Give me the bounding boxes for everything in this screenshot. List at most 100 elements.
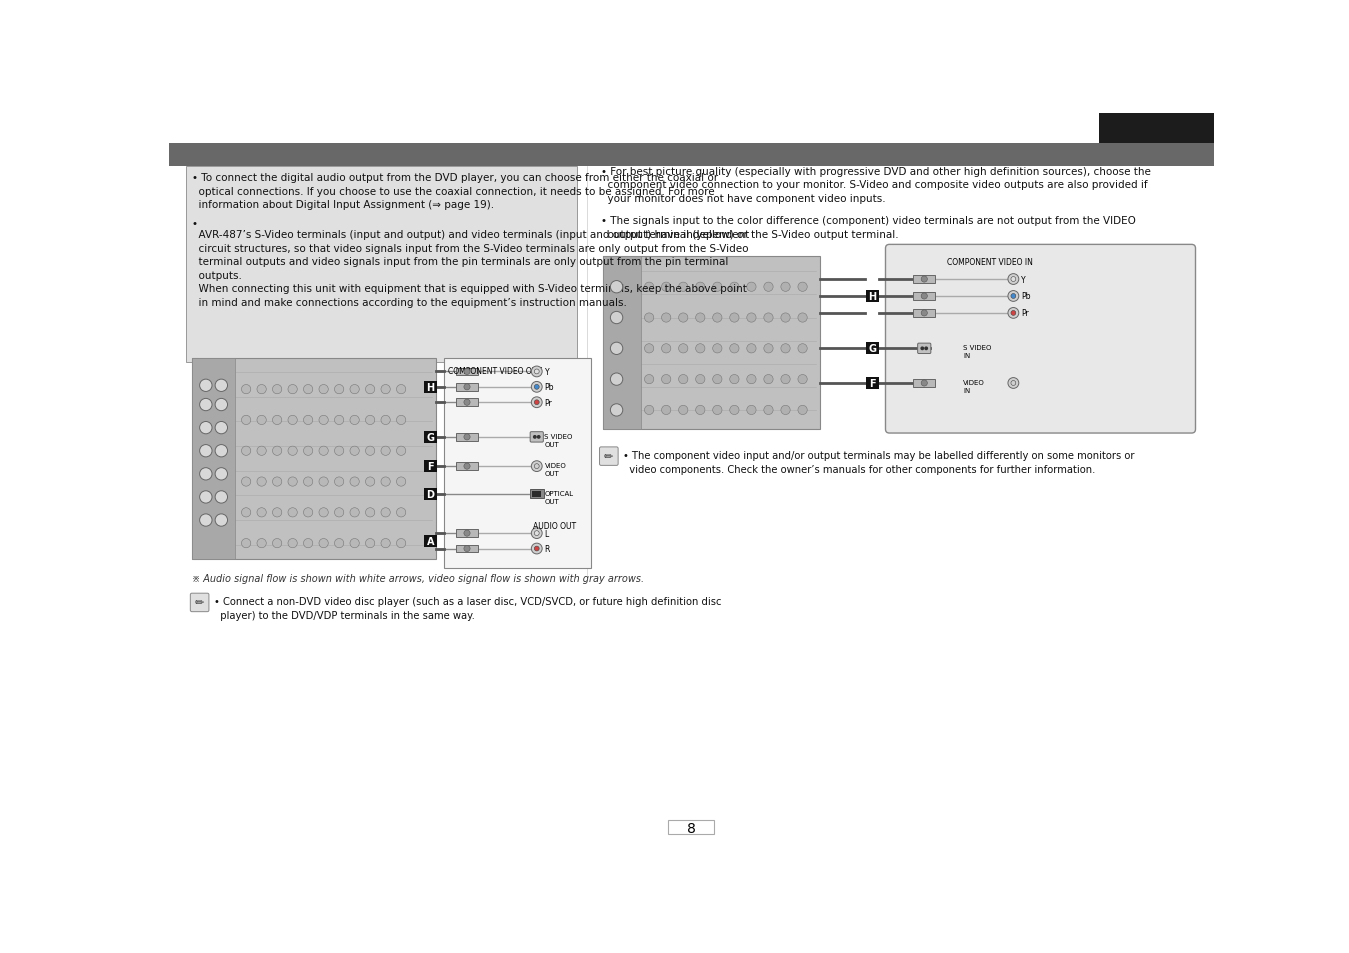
Text: • The signals input to the color difference (component) video terminals are not : • The signals input to the color differe… [602, 216, 1136, 239]
Text: VIDEO
OUT: VIDEO OUT [545, 463, 567, 476]
Circle shape [661, 314, 670, 323]
Circle shape [349, 539, 359, 548]
Circle shape [764, 283, 773, 292]
Circle shape [214, 399, 228, 412]
Circle shape [532, 367, 542, 377]
Bar [186, 167, 577, 363]
Circle shape [318, 477, 328, 487]
Circle shape [380, 539, 390, 548]
Circle shape [730, 283, 739, 292]
Circle shape [256, 539, 266, 548]
Circle shape [287, 508, 297, 517]
Bar [668, 821, 714, 834]
Circle shape [272, 508, 282, 517]
Bar [444, 359, 591, 568]
Circle shape [1008, 378, 1018, 389]
Circle shape [335, 477, 344, 487]
FancyBboxPatch shape [456, 368, 478, 375]
Circle shape [532, 461, 542, 472]
Bar [192, 359, 436, 559]
Circle shape [287, 477, 297, 487]
FancyBboxPatch shape [456, 383, 478, 392]
Circle shape [366, 539, 375, 548]
Circle shape [397, 447, 406, 456]
Circle shape [349, 385, 359, 395]
Circle shape [200, 399, 212, 412]
Circle shape [214, 445, 228, 457]
Circle shape [241, 416, 251, 425]
Bar [532, 491, 541, 497]
Bar [425, 432, 437, 443]
Circle shape [781, 314, 791, 323]
Circle shape [366, 447, 375, 456]
Circle shape [214, 379, 228, 392]
Circle shape [366, 385, 375, 395]
FancyBboxPatch shape [456, 530, 478, 537]
FancyBboxPatch shape [913, 293, 935, 300]
Bar [169, 144, 1214, 167]
FancyBboxPatch shape [456, 463, 478, 471]
Circle shape [304, 385, 313, 395]
Circle shape [747, 344, 755, 354]
Circle shape [256, 508, 266, 517]
Circle shape [464, 369, 469, 375]
Text: H: H [426, 382, 434, 393]
Circle shape [797, 283, 807, 292]
Circle shape [200, 468, 212, 480]
Circle shape [304, 477, 313, 487]
Circle shape [397, 508, 406, 517]
Text: VIDEO
IN: VIDEO IN [963, 379, 985, 394]
Circle shape [1010, 277, 1016, 282]
Circle shape [304, 539, 313, 548]
Text: •: • [192, 219, 198, 229]
Text: D: D [426, 489, 434, 499]
Circle shape [645, 344, 654, 354]
Text: G: G [869, 344, 877, 354]
Circle shape [921, 311, 927, 316]
Text: OPTICAL
OUT: OPTICAL OUT [545, 491, 573, 504]
Circle shape [712, 314, 722, 323]
Circle shape [764, 314, 773, 323]
Text: • To connect the digital audio output from the DVD player, you can choose from e: • To connect the digital audio output fr… [192, 172, 718, 210]
Circle shape [679, 344, 688, 354]
Circle shape [241, 508, 251, 517]
Circle shape [797, 314, 807, 323]
FancyBboxPatch shape [913, 275, 935, 284]
Circle shape [287, 447, 297, 456]
Circle shape [610, 404, 623, 416]
Text: • Connect a non-DVD video disc player (such as a laser disc, VCD/SVCD, or future: • Connect a non-DVD video disc player (s… [213, 597, 722, 620]
Circle shape [304, 447, 313, 456]
Circle shape [781, 283, 791, 292]
Circle shape [920, 347, 924, 351]
Circle shape [712, 375, 722, 384]
Text: A: A [426, 537, 434, 546]
Circle shape [797, 406, 807, 416]
Text: ✏: ✏ [196, 598, 204, 608]
Circle shape [335, 385, 344, 395]
Text: Pr: Pr [1021, 309, 1029, 318]
Circle shape [272, 447, 282, 456]
Circle shape [533, 436, 537, 439]
Text: 8: 8 [687, 821, 696, 835]
Circle shape [534, 370, 540, 375]
Circle shape [921, 276, 927, 283]
Text: L: L [545, 529, 549, 538]
Circle shape [366, 416, 375, 425]
Circle shape [532, 528, 542, 539]
Circle shape [747, 283, 755, 292]
Circle shape [924, 347, 928, 351]
Circle shape [661, 283, 670, 292]
Text: ✏: ✏ [604, 452, 614, 461]
Circle shape [464, 384, 469, 391]
Circle shape [256, 447, 266, 456]
FancyBboxPatch shape [530, 433, 544, 442]
Circle shape [200, 445, 212, 457]
Circle shape [764, 344, 773, 354]
Circle shape [532, 397, 542, 408]
Circle shape [464, 463, 469, 470]
Circle shape [1010, 312, 1016, 316]
Circle shape [797, 375, 807, 384]
Circle shape [696, 375, 706, 384]
Circle shape [764, 406, 773, 416]
Circle shape [1008, 308, 1018, 319]
